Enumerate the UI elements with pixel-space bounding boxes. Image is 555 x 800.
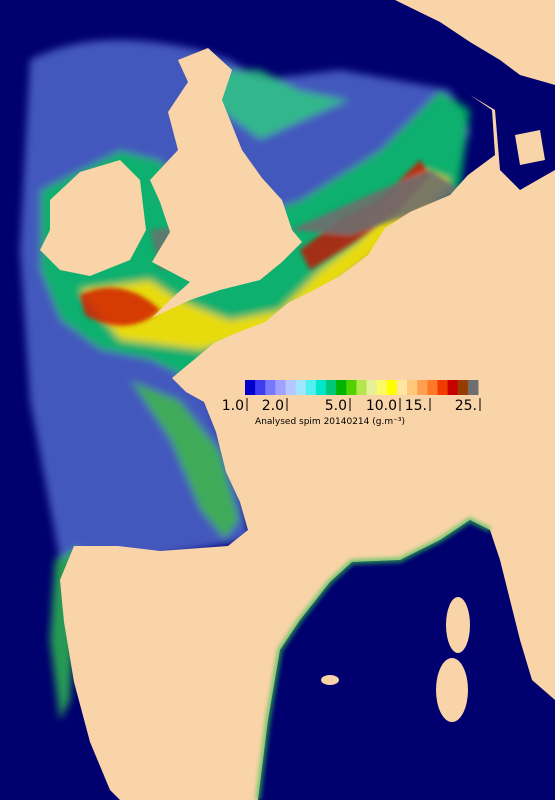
colorbar-tick-label: 25. — [455, 398, 477, 414]
colorbar-swatch — [285, 380, 297, 395]
colorbar-tick-label: 2.0 — [262, 398, 284, 414]
colorbar-swatch — [315, 380, 327, 395]
colorbar-swatch — [427, 380, 438, 395]
colorbar-tick-label: 10.0 — [366, 398, 397, 414]
colorbar-swatch — [386, 380, 398, 395]
colorbar-swatch — [326, 380, 337, 395]
colorbar-swatch — [417, 380, 428, 395]
colorbar: 1.0 2.0 5.0 10.0 15. 25. — [222, 380, 481, 414]
med-coast-band — [255, 517, 492, 800]
colorbar-tick-label: 5.0 — [325, 398, 347, 414]
colorbar-swatch — [467, 380, 479, 395]
colorbar-swatch — [376, 380, 388, 395]
colorbar-swatch — [305, 380, 317, 395]
colorbar-tick-label: 15. — [405, 398, 427, 414]
colorbar-swatch — [396, 380, 408, 395]
legend-title: Analysed spim 20140214 (g.m⁻³) — [255, 417, 405, 427]
colorbar-swatch — [295, 380, 307, 395]
colorbar-swatch — [457, 380, 469, 395]
colorbar-tick-label: 1.0 — [222, 398, 244, 414]
colorbar-swatch — [265, 380, 276, 395]
colorbar-swatch — [437, 380, 449, 395]
colorbar-swatch — [336, 380, 347, 395]
colorbar-swatch — [356, 380, 368, 395]
colorbar-swatch — [407, 380, 418, 395]
colorbar-swatch — [346, 380, 357, 395]
islands — [321, 597, 470, 722]
colorbar-swatch — [245, 380, 256, 395]
colorbar-swatch — [255, 380, 266, 395]
colorbar-swatch — [275, 380, 287, 395]
mediterranean — [258, 520, 555, 800]
colorbar-swatch — [366, 380, 378, 395]
colorbar-swatch — [447, 380, 459, 395]
